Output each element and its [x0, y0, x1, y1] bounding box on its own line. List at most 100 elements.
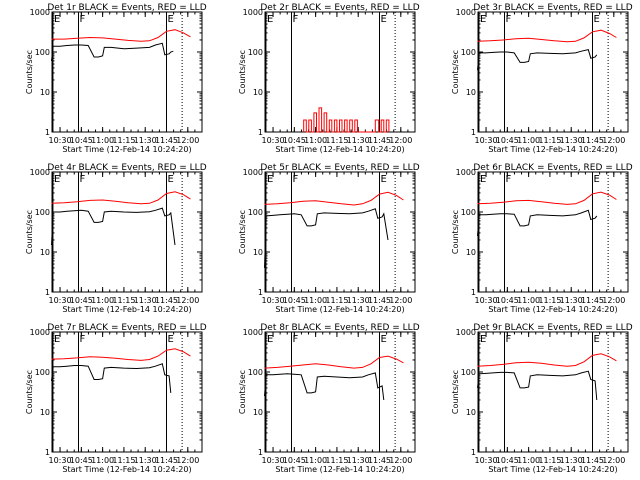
marker-label: E	[168, 14, 174, 25]
events-series	[51, 363, 172, 393]
marker-label: F	[505, 14, 511, 25]
x-axis-label: Start Time (12-Feb-14 10:24:20)	[488, 305, 617, 314]
y-axis-label: Counts/sec	[451, 370, 460, 414]
x-tick-label: 11:15	[112, 296, 135, 305]
x-tick-label: 10:30	[475, 456, 498, 465]
marker-label: F	[505, 174, 511, 185]
lld-series	[51, 29, 191, 42]
x-axis-label: Start Time (12-Feb-14 10:24:20)	[275, 145, 404, 154]
panel-det-1: Det 1r BLACK = Events, RED = LLD 1 10 100 10…	[25, 3, 207, 154]
x-tick-label: 10:30	[49, 456, 72, 465]
y-tick-label: 1	[471, 128, 476, 137]
panel-det-7: Det 7r BLACK = Events, RED = LLD 1 10 100 10…	[25, 323, 207, 474]
y-axis-label: Counts/sec	[238, 210, 247, 254]
marker-label: E	[267, 334, 273, 345]
y-tick-label: 100	[461, 48, 476, 57]
marker-label: E	[480, 174, 486, 185]
x-tick-label: 11:45	[581, 296, 604, 305]
marker-label: E	[54, 14, 60, 25]
marker-label: F	[79, 14, 85, 25]
y-tick-label: 1000	[243, 168, 263, 177]
marker-label: E	[54, 334, 60, 345]
y-tick-label: 100	[35, 368, 50, 377]
x-tick-label: 10:30	[475, 296, 498, 305]
y-tick-label: 100	[248, 368, 263, 377]
y-tick-label: 1000	[456, 168, 476, 177]
x-tick-label: 10:30	[475, 136, 498, 145]
panel-det-9: Det 9r BLACK = Events, RED = LLD 1 10 100 10…	[451, 323, 633, 474]
panel-title: Det 1r BLACK = Events, RED = LLD	[47, 3, 206, 13]
panel-det-2: Det 2r BLACK = Events, RED = LLD 1 10 100 10…	[238, 3, 420, 154]
y-axis-label: Counts/sec	[25, 370, 34, 414]
x-tick-label: 12:00	[602, 136, 625, 145]
panel-frame	[477, 171, 629, 293]
y-tick-label: 1	[471, 288, 476, 297]
x-tick-label: 10:45	[283, 296, 306, 305]
events-series	[51, 42, 174, 61]
x-axis-label: Start Time (12-Feb-14 10:24:20)	[62, 465, 191, 474]
x-tick-label: 11:30	[560, 136, 583, 145]
y-tick-label: 100	[35, 48, 50, 57]
x-tick-label: 11:15	[538, 296, 561, 305]
y-tick-label: 100	[461, 208, 476, 217]
marker-label: E	[267, 14, 273, 25]
panel-frame	[477, 331, 629, 453]
x-tick-label: 10:45	[496, 456, 519, 465]
events-series	[264, 372, 385, 401]
marker-label: F	[505, 334, 511, 345]
x-tick-label: 12:00	[602, 456, 625, 465]
x-tick-label: 12:00	[176, 456, 199, 465]
events-series	[477, 209, 598, 237]
lld-series	[477, 29, 617, 43]
x-tick-label: 11:30	[134, 136, 157, 145]
panel-title: Det 8r BLACK = Events, RED = LLD	[260, 323, 419, 333]
lld-series	[477, 353, 617, 367]
marker-label: E	[267, 174, 273, 185]
x-tick-label: 12:00	[389, 296, 412, 305]
x-axis-label: Start Time (12-Feb-14 10:24:20)	[275, 465, 404, 474]
y-axis-label: Counts/sec	[451, 210, 460, 254]
marker-label: F	[292, 174, 298, 185]
x-tick-label: 11:45	[581, 136, 604, 145]
marker-label: E	[381, 14, 387, 25]
x-tick-label: 12:00	[176, 296, 199, 305]
lld-series	[477, 191, 617, 205]
events-series	[477, 49, 598, 71]
x-tick-label: 11:15	[112, 456, 135, 465]
y-tick-label: 10	[40, 408, 50, 417]
x-tick-label: 11:15	[325, 296, 348, 305]
x-tick-label: 11:00	[91, 136, 114, 145]
y-axis-label: Counts/sec	[238, 50, 247, 94]
y-tick-label: 1	[45, 448, 50, 457]
y-tick-label: 1	[258, 448, 263, 457]
x-tick-label: 11:00	[517, 136, 540, 145]
marker-label: E	[594, 334, 600, 345]
y-tick-label: 1000	[243, 8, 263, 17]
x-tick-label: 11:45	[368, 136, 391, 145]
x-tick-label: 11:30	[347, 136, 370, 145]
y-tick-label: 1000	[30, 8, 50, 17]
marker-label: E	[594, 174, 600, 185]
panel-frame	[264, 11, 416, 133]
x-tick-label: 12:00	[176, 136, 199, 145]
y-tick-label: 10	[253, 248, 263, 257]
y-axis-label: Counts/sec	[25, 210, 34, 254]
y-tick-label: 100	[35, 208, 50, 217]
x-tick-label: 10:45	[496, 296, 519, 305]
x-tick-label: 11:00	[304, 456, 327, 465]
panel-title: Det 9r BLACK = Events, RED = LLD	[473, 323, 632, 333]
panel-title: Det 5r BLACK = Events, RED = LLD	[260, 163, 419, 173]
x-axis-label: Start Time (12-Feb-14 10:24:20)	[62, 305, 191, 314]
panel-det-8: Det 8r BLACK = Events, RED = LLD 1 10 100 10…	[238, 323, 420, 474]
y-tick-label: 10	[40, 248, 50, 257]
events-series	[477, 370, 598, 401]
y-tick-label: 1000	[456, 8, 476, 17]
x-tick-label: 11:00	[304, 296, 327, 305]
x-tick-label: 10:45	[70, 456, 93, 465]
lld-series	[264, 355, 404, 369]
y-tick-label: 100	[248, 48, 263, 57]
panel-det-3: Det 3r BLACK = Events, RED = LLD 1 10 100 10…	[451, 3, 633, 154]
x-tick-label: 11:45	[368, 456, 391, 465]
x-tick-label: 10:45	[496, 136, 519, 145]
x-tick-label: 12:00	[389, 136, 412, 145]
